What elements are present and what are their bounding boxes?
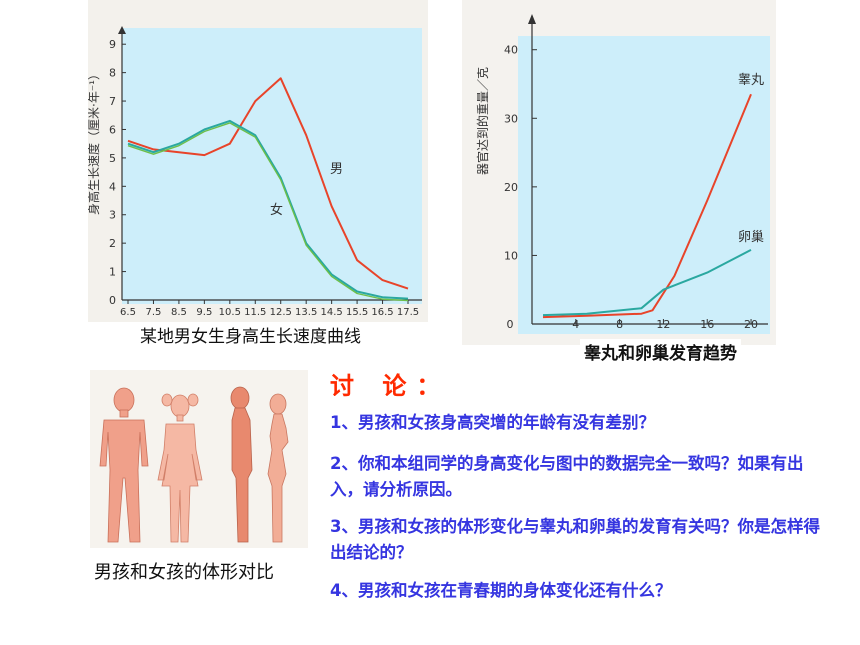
question-3: 3、男孩和女孩的体形变化与睾丸和卵巢的发育有关吗？你是怎样得出结论的？ [330,517,820,562]
organ-development-chart-panel: 10 20 30 40 0 4 8 12 16 20 器官达到的重量／克 睾丸 卵巢 [462,0,776,345]
chart1-x-tick-label: 13.5 [295,307,317,318]
chart1-x-tick-label: 11.5 [244,307,266,318]
chart1-y-tick-label: 5 [109,152,116,165]
height-growth-chart: 0 1 2 3 4 5 6 7 8 9 6.5 7.5 8.5 9.5 10.5 11.5 12.5 13.5 14… [88,26,422,318]
discussion-title: 讨 论： [330,372,451,400]
chart1-y-tick-label: 1 [109,266,116,279]
chart2-series-line-testis [542,93,752,319]
chart2-y-tick-label: 20 [504,181,518,194]
height-growth-chart-panel: 0 1 2 3 4 5 6 7 8 9 6.5 7.5 8.5 9.5 10.5 11.5 12.5 13.5 14… [88,0,428,322]
figure3-caption: 男孩和女孩的体形对比 [94,562,274,583]
chart1-x-tick-label: 6.5 [120,307,136,318]
chart1-x-tick-label: 16.5 [371,307,393,318]
question-1: 1、男孩和女孩身高突增的年龄有没有差别？ [330,413,655,432]
chart2-x-tick-label: 16 [700,318,714,331]
female-series-label: 女 [270,202,283,218]
question-4: 4、男孩和女孩在青春期的身体变化还有什么？ [330,581,672,600]
chart1-y-arrow [118,26,126,34]
body-shape-figure [90,370,308,548]
chart1-x-tick-label: 9.5 [196,307,212,318]
chart1-caption: 某地男女生身高生长速度曲线 [140,327,361,347]
chart2-y-tick-label: 10 [504,249,518,262]
ovary-series-label: 卵巢 [738,230,764,245]
chart2-series-line-ovary [542,249,752,317]
chart2-y-arrow [528,14,536,24]
chart1-y-tick-label: 7 [109,95,116,108]
chart1-y-tick-label: 0 [109,294,116,307]
organ-development-chart: 10 20 30 40 0 4 8 12 16 20 器官达到的重量／克 睾丸 卵巢 [475,14,770,334]
male-series-label: 男 [330,162,343,177]
chart1-ylabel: 身高生长速度（厘米·年⁻¹） [88,68,101,215]
boy-side-figure [230,386,253,543]
chart2-caption: 睾丸和卵巢发育趋势 [580,339,741,364]
chart1-y-tick-label: 4 [109,180,116,193]
chart2-ylabel: 器官达到的重量／克 [475,67,490,175]
chart1-x-tick-label: 17.5 [397,307,419,318]
chart2-x-tick-label: 8 [616,318,623,331]
girl-front-figure [157,393,203,543]
chart2-y-tick-label: 30 [504,112,518,125]
chart1-series-line-female-shadow [127,122,409,302]
chart1-x-tick-label: 10.5 [219,307,241,318]
chart1-x-tick-label: 8.5 [171,307,187,318]
chart1-y-tick-label: 3 [109,209,116,222]
chart1-y-tick-label: 2 [109,237,116,250]
chart1-x-tick-label: 14.5 [321,307,343,318]
chart1-y-tick-label: 8 [109,67,116,80]
chart2-x-tick-label: 4 [572,318,579,331]
chart1-x-tick-label: 12.5 [270,307,292,318]
chart1-y-tick-label: 6 [109,123,116,136]
question-2: 2、你和本组同学的身高变化与图中的数据完全一致吗？如果有出入，请分析原因。 [330,454,804,499]
chart1-series-line-female [127,119,409,300]
chart2-x-tick-label: 20 [744,318,758,331]
chart2-x-tick-label: 12 [656,318,670,331]
chart2-x-tick-label: 0 [507,318,514,331]
chart2-y-tick-label: 40 [504,44,518,57]
boy-front-figure [99,387,149,543]
chart1-series-line-male [127,77,409,290]
chart1-y-tick-label: 9 [109,38,116,51]
testis-series-label: 睾丸 [738,72,764,88]
girl-side-figure [267,393,289,543]
chart1-x-tick-label: 15.5 [346,307,368,318]
chart1-x-tick-label: 7.5 [146,307,162,318]
